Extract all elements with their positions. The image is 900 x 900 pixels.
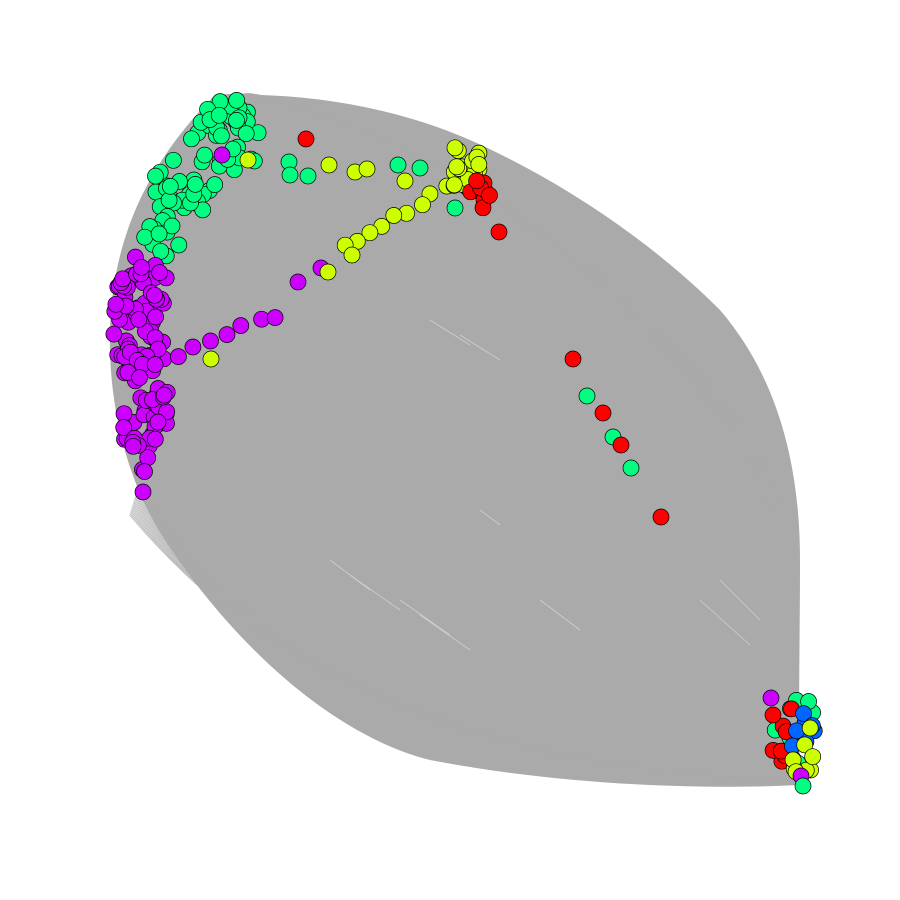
graph-node-yellow	[470, 156, 488, 173]
graph-node-green	[237, 125, 255, 142]
graph-node-blue	[788, 722, 805, 740]
graph-node-green	[150, 225, 168, 243]
graph-node-red	[481, 186, 498, 204]
graph-node-yellow	[804, 748, 822, 766]
graph-node-green	[299, 167, 317, 185]
graph-node-red	[490, 223, 508, 241]
graph-node-yellow	[202, 350, 220, 368]
graph-node-yellow	[445, 176, 463, 194]
edge-streak	[429, 319, 471, 346]
graph-node-green	[186, 176, 204, 193]
graph-node-yellow	[446, 139, 464, 157]
graph-node-green	[136, 228, 154, 246]
graph-node-purple	[131, 369, 148, 386]
graph-node-purple	[105, 325, 123, 343]
graph-node-yellow	[448, 158, 466, 176]
graph-node-green	[578, 387, 596, 405]
graph-node-green	[389, 156, 407, 174]
edge-line	[248, 93, 776, 534]
graph-node-purple	[146, 356, 164, 373]
graph-node-purple	[124, 437, 142, 455]
edge-streak	[479, 509, 501, 526]
graph-node-red	[564, 350, 582, 368]
graph-node-green	[411, 159, 429, 177]
graph-node-yellow	[414, 196, 431, 214]
graph-node-purple	[133, 259, 150, 276]
graph-node-yellow	[343, 246, 361, 264]
edge-streak	[459, 334, 501, 361]
graph-node-yellow	[239, 151, 257, 169]
graph-node-red	[612, 436, 630, 454]
edge-streak	[349, 574, 401, 611]
edge-streak	[719, 579, 761, 621]
graph-node-green	[165, 151, 182, 169]
graph-node-green	[446, 199, 464, 217]
graph-node-yellow	[319, 263, 337, 281]
graph-node-green	[152, 242, 170, 260]
graph-node-yellow	[358, 160, 376, 178]
graph-node-green	[183, 130, 200, 148]
node-layer	[105, 92, 823, 795]
graph-node-purple	[155, 386, 173, 404]
graph-node-green	[622, 459, 640, 477]
edge-line	[129, 514, 801, 779]
graph-node-yellow	[796, 736, 814, 754]
graph-node-green	[213, 127, 230, 145]
graph-node-green	[163, 217, 181, 235]
edge-streak	[399, 599, 451, 636]
edge-streak	[699, 599, 751, 646]
graph-node-purple	[115, 419, 133, 436]
graph-node-purple	[289, 273, 307, 291]
graph-node-purple	[218, 326, 236, 343]
graph-node-blue	[795, 705, 812, 722]
graph-node-yellow	[801, 719, 819, 737]
graph-node-purple	[146, 430, 164, 448]
graph-node-green	[170, 236, 188, 254]
graph-node-red	[468, 172, 485, 190]
graph-node-green	[206, 176, 224, 193]
graph-node-purple	[266, 309, 284, 326]
graph-node-green	[228, 112, 245, 129]
graph-node-purple	[202, 332, 219, 350]
graph-node-green	[794, 777, 812, 795]
edge-streak	[539, 599, 581, 631]
graph-node-yellow	[385, 207, 403, 224]
edge-bundle	[109, 94, 801, 787]
graph-node-red	[297, 130, 315, 148]
graph-node-purple	[146, 286, 163, 304]
graph-node-green	[281, 166, 299, 184]
graph-node-green	[228, 92, 246, 109]
edge-bundle-fill	[109, 94, 801, 787]
graph-node-purple	[107, 295, 125, 313]
edge-lines	[129, 93, 801, 786]
graph-node-purple	[184, 338, 202, 356]
graph-node-red	[594, 404, 612, 422]
graph-node-purple	[151, 264, 168, 281]
graph-node-purple	[762, 689, 780, 707]
graph-node-yellow	[361, 224, 379, 242]
graph-node-red	[652, 508, 670, 526]
edge-line	[246, 93, 776, 533]
graph-node-yellow	[320, 156, 338, 174]
edge-streak	[419, 614, 471, 651]
graph-node-red	[764, 706, 782, 724]
graph-node-purple	[130, 311, 148, 328]
graph-node-purple	[149, 413, 167, 431]
graph-node-green	[161, 178, 179, 195]
graph-node-green	[147, 167, 164, 185]
graph-node-purple	[147, 308, 164, 326]
graph-node-purple	[213, 146, 231, 164]
graph-node-purple	[232, 317, 250, 334]
graph-node-purple	[170, 348, 187, 365]
graph-node-green	[210, 106, 228, 124]
graph-node-green	[196, 146, 213, 164]
graph-node-purple	[136, 463, 153, 480]
graph-node-purple	[134, 483, 152, 501]
graph-node-yellow	[396, 172, 414, 190]
